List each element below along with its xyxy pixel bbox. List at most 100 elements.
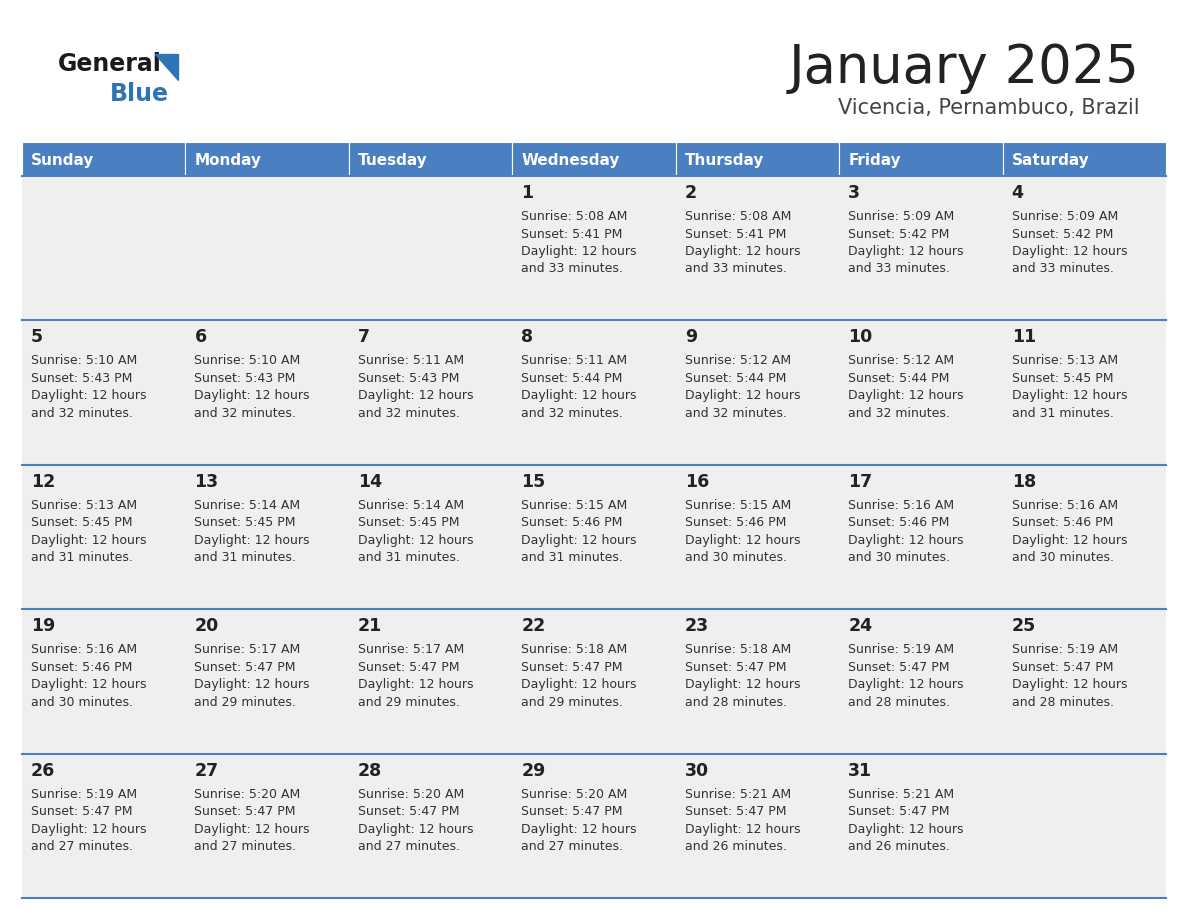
Text: Daylight: 12 hours: Daylight: 12 hours: [522, 678, 637, 691]
Text: General: General: [58, 52, 162, 76]
Text: Sunset: 5:43 PM: Sunset: 5:43 PM: [31, 372, 132, 385]
Text: Sunset: 5:43 PM: Sunset: 5:43 PM: [195, 372, 296, 385]
Text: and 26 minutes.: and 26 minutes.: [848, 840, 950, 853]
Text: Daylight: 12 hours: Daylight: 12 hours: [195, 533, 310, 547]
Text: Sunrise: 5:17 AM: Sunrise: 5:17 AM: [358, 644, 465, 656]
Text: Daylight: 12 hours: Daylight: 12 hours: [522, 389, 637, 402]
Text: Daylight: 12 hours: Daylight: 12 hours: [1011, 245, 1127, 258]
Text: Sunrise: 5:16 AM: Sunrise: 5:16 AM: [1011, 498, 1118, 512]
Text: Sunrise: 5:21 AM: Sunrise: 5:21 AM: [684, 788, 791, 800]
Text: Sunset: 5:47 PM: Sunset: 5:47 PM: [522, 805, 623, 818]
Text: Monday: Monday: [195, 152, 261, 167]
Text: Daylight: 12 hours: Daylight: 12 hours: [522, 245, 637, 258]
Text: 10: 10: [848, 329, 872, 346]
Bar: [185, 142, 349, 176]
Text: and 29 minutes.: and 29 minutes.: [358, 696, 460, 709]
Text: 2: 2: [684, 184, 697, 202]
Text: and 32 minutes.: and 32 minutes.: [684, 407, 786, 420]
Text: and 30 minutes.: and 30 minutes.: [1011, 552, 1113, 565]
Text: 31: 31: [848, 762, 872, 779]
Text: Sunset: 5:47 PM: Sunset: 5:47 PM: [684, 805, 786, 818]
Text: Sunset: 5:44 PM: Sunset: 5:44 PM: [848, 372, 949, 385]
Text: Sunrise: 5:20 AM: Sunrise: 5:20 AM: [195, 788, 301, 800]
Text: Daylight: 12 hours: Daylight: 12 hours: [848, 245, 963, 258]
Text: 23: 23: [684, 617, 709, 635]
Text: Sunrise: 5:16 AM: Sunrise: 5:16 AM: [31, 644, 137, 656]
Text: Thursday: Thursday: [684, 152, 764, 167]
Polygon shape: [154, 54, 178, 80]
Text: 12: 12: [31, 473, 56, 491]
Text: and 26 minutes.: and 26 minutes.: [684, 840, 786, 853]
Text: Sunrise: 5:16 AM: Sunrise: 5:16 AM: [848, 498, 954, 512]
Text: Daylight: 12 hours: Daylight: 12 hours: [522, 533, 637, 547]
Text: and 32 minutes.: and 32 minutes.: [848, 407, 950, 420]
Text: and 30 minutes.: and 30 minutes.: [31, 696, 133, 709]
Text: 16: 16: [684, 473, 709, 491]
Bar: [512, 142, 676, 176]
Text: Daylight: 12 hours: Daylight: 12 hours: [31, 533, 146, 547]
Text: Daylight: 12 hours: Daylight: 12 hours: [358, 533, 473, 547]
Text: 7: 7: [358, 329, 369, 346]
Text: Daylight: 12 hours: Daylight: 12 hours: [195, 678, 310, 691]
Text: Daylight: 12 hours: Daylight: 12 hours: [1011, 389, 1127, 402]
Bar: [349, 142, 512, 176]
Bar: [839, 142, 1003, 176]
Text: and 27 minutes.: and 27 minutes.: [31, 840, 133, 853]
Text: Sunrise: 5:17 AM: Sunrise: 5:17 AM: [195, 644, 301, 656]
Text: Daylight: 12 hours: Daylight: 12 hours: [195, 389, 310, 402]
Text: Daylight: 12 hours: Daylight: 12 hours: [522, 823, 637, 835]
Text: Sunset: 5:43 PM: Sunset: 5:43 PM: [358, 372, 460, 385]
Text: 30: 30: [684, 762, 709, 779]
Text: Sunrise: 5:19 AM: Sunrise: 5:19 AM: [1011, 644, 1118, 656]
Text: Sunrise: 5:14 AM: Sunrise: 5:14 AM: [195, 498, 301, 512]
Text: 18: 18: [1011, 473, 1036, 491]
Text: Sunset: 5:47 PM: Sunset: 5:47 PM: [848, 661, 949, 674]
Text: Daylight: 12 hours: Daylight: 12 hours: [31, 678, 146, 691]
Text: Daylight: 12 hours: Daylight: 12 hours: [1011, 533, 1127, 547]
Text: Sunrise: 5:09 AM: Sunrise: 5:09 AM: [848, 210, 954, 223]
Text: Sunset: 5:42 PM: Sunset: 5:42 PM: [848, 228, 949, 241]
Text: Sunrise: 5:12 AM: Sunrise: 5:12 AM: [848, 354, 954, 367]
Text: Sunrise: 5:20 AM: Sunrise: 5:20 AM: [522, 788, 627, 800]
Text: Sunset: 5:44 PM: Sunset: 5:44 PM: [522, 372, 623, 385]
Text: and 30 minutes.: and 30 minutes.: [684, 552, 786, 565]
Text: Sunrise: 5:08 AM: Sunrise: 5:08 AM: [684, 210, 791, 223]
Text: and 32 minutes.: and 32 minutes.: [522, 407, 624, 420]
Text: Daylight: 12 hours: Daylight: 12 hours: [684, 389, 801, 402]
Text: and 31 minutes.: and 31 minutes.: [1011, 407, 1113, 420]
Text: Sunset: 5:45 PM: Sunset: 5:45 PM: [195, 516, 296, 530]
Bar: [23, 320, 1165, 465]
Text: 25: 25: [1011, 617, 1036, 635]
Text: 28: 28: [358, 762, 383, 779]
Bar: [23, 176, 1165, 320]
Text: Sunset: 5:47 PM: Sunset: 5:47 PM: [848, 805, 949, 818]
Text: 24: 24: [848, 617, 872, 635]
Text: and 28 minutes.: and 28 minutes.: [848, 696, 950, 709]
Text: Sunrise: 5:13 AM: Sunrise: 5:13 AM: [31, 498, 137, 512]
Text: 15: 15: [522, 473, 545, 491]
Text: and 32 minutes.: and 32 minutes.: [31, 407, 133, 420]
Text: and 32 minutes.: and 32 minutes.: [358, 407, 460, 420]
Text: and 33 minutes.: and 33 minutes.: [848, 263, 950, 275]
Text: 29: 29: [522, 762, 545, 779]
Text: Sunset: 5:47 PM: Sunset: 5:47 PM: [358, 661, 460, 674]
Text: Tuesday: Tuesday: [358, 152, 428, 167]
Text: Daylight: 12 hours: Daylight: 12 hours: [358, 389, 473, 402]
Text: Sunset: 5:42 PM: Sunset: 5:42 PM: [1011, 228, 1113, 241]
Text: and 33 minutes.: and 33 minutes.: [1011, 263, 1113, 275]
Text: 22: 22: [522, 617, 545, 635]
Text: and 28 minutes.: and 28 minutes.: [1011, 696, 1113, 709]
Text: 5: 5: [31, 329, 43, 346]
Text: 19: 19: [31, 617, 56, 635]
Text: 8: 8: [522, 329, 533, 346]
Text: Sunset: 5:41 PM: Sunset: 5:41 PM: [684, 228, 786, 241]
Text: Sunrise: 5:18 AM: Sunrise: 5:18 AM: [684, 644, 791, 656]
Text: and 33 minutes.: and 33 minutes.: [684, 263, 786, 275]
Text: Sunset: 5:41 PM: Sunset: 5:41 PM: [522, 228, 623, 241]
Text: 27: 27: [195, 762, 219, 779]
Text: 21: 21: [358, 617, 383, 635]
Text: Sunrise: 5:20 AM: Sunrise: 5:20 AM: [358, 788, 465, 800]
Text: and 27 minutes.: and 27 minutes.: [358, 840, 460, 853]
Text: Sunset: 5:46 PM: Sunset: 5:46 PM: [684, 516, 786, 530]
Text: Saturday: Saturday: [1011, 152, 1089, 167]
